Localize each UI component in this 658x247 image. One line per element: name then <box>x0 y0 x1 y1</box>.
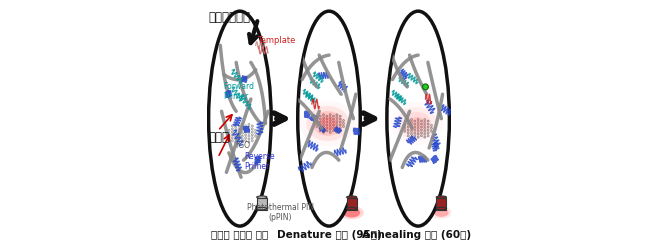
FancyBboxPatch shape <box>436 198 447 210</box>
Ellipse shape <box>347 196 357 198</box>
Text: Reverse
Primer: Reverse Primer <box>245 152 275 171</box>
Ellipse shape <box>397 107 437 140</box>
FancyBboxPatch shape <box>257 198 267 210</box>
Ellipse shape <box>313 111 343 136</box>
Text: 폴리머: 폴리머 <box>208 131 229 144</box>
FancyBboxPatch shape <box>347 198 357 210</box>
Text: Template: Template <box>257 36 295 45</box>
Ellipse shape <box>403 112 431 135</box>
Text: 폴리머 입자의 구성: 폴리머 입자의 구성 <box>211 229 268 240</box>
Ellipse shape <box>387 11 449 226</box>
Text: 광열나노소재: 광열나노소재 <box>208 11 250 24</box>
Circle shape <box>422 84 428 90</box>
Ellipse shape <box>257 207 267 210</box>
Text: Annealing 과정 (60도): Annealing 과정 (60도) <box>363 229 472 240</box>
Ellipse shape <box>319 117 336 130</box>
Ellipse shape <box>431 206 452 219</box>
Ellipse shape <box>434 208 449 217</box>
Ellipse shape <box>209 11 271 226</box>
Ellipse shape <box>257 196 267 198</box>
Ellipse shape <box>347 207 357 210</box>
Ellipse shape <box>436 207 447 210</box>
Ellipse shape <box>340 206 364 219</box>
Ellipse shape <box>306 106 349 141</box>
Ellipse shape <box>436 196 447 198</box>
Text: Photothermal PIN
(pPIN): Photothermal PIN (pPIN) <box>247 203 314 222</box>
Ellipse shape <box>343 208 361 218</box>
Text: Denature 과정 (95도): Denature 과정 (95도) <box>276 229 382 240</box>
Text: rGO: rGO <box>235 141 250 150</box>
Ellipse shape <box>297 11 361 226</box>
Ellipse shape <box>409 117 425 130</box>
Text: Forward
Primer: Forward Primer <box>224 82 255 102</box>
